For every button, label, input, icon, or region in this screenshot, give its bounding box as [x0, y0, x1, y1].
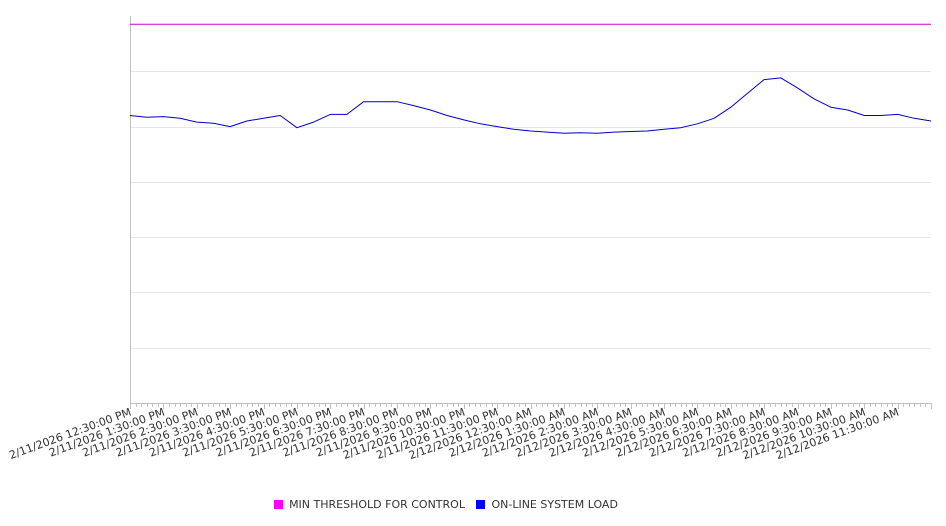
legend-item-threshold[interactable]: MIN THRESHOLD FOR CONTROL [274, 498, 465, 511]
series-line-system-load [129, 77, 932, 134]
legend-swatch-system-load [476, 500, 486, 509]
legend: MIN THRESHOLD FOR CONTROL ON-LINE SYSTEM… [0, 498, 892, 512]
series-lines [129, 23, 932, 134]
legend-label-threshold: MIN THRESHOLD FOR CONTROL [289, 498, 465, 511]
x-axis-ticks [130, 403, 932, 409]
legend-swatch-threshold [274, 500, 284, 509]
x-axis-tick-labels: 2/11/2026 12:30:00 PM2/11/2026 1:30:00 P… [7, 406, 900, 463]
legend-label-system-load: ON-LINE SYSTEM LOAD [491, 498, 618, 511]
gridlines [130, 71, 931, 349]
legend-item-system-load[interactable]: ON-LINE SYSTEM LOAD [476, 498, 618, 511]
